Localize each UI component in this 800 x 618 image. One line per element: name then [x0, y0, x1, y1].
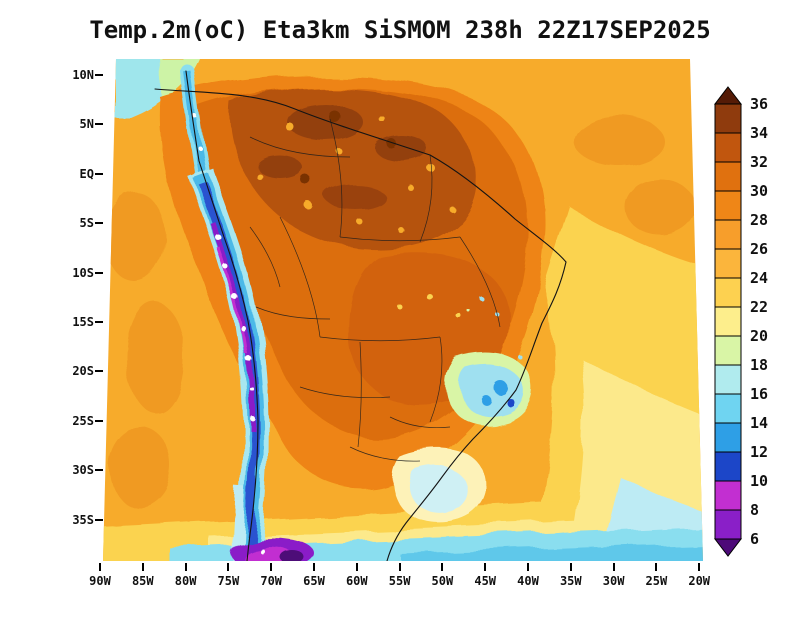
colorbar-segment	[714, 422, 742, 453]
lat-tick	[95, 222, 103, 225]
colorbar-level-32: 32	[750, 153, 769, 171]
colorbar-level-22: 22	[750, 298, 769, 316]
colorbar-segment	[714, 509, 742, 540]
lon-label-20w: 20W	[688, 574, 711, 588]
colorbar-level-36: 36	[750, 95, 769, 113]
lon-tick	[141, 563, 144, 571]
lat-tick	[95, 518, 103, 521]
lat-tick	[95, 123, 103, 126]
lat-tick	[95, 469, 103, 472]
lon-label-75w: 75W	[217, 574, 240, 588]
lon-tick	[484, 563, 487, 571]
colorbar-level-34: 34	[750, 124, 769, 142]
lat-label-25s: 25S	[72, 413, 94, 428]
colorbar-segment	[714, 393, 742, 424]
lon-label-30w: 30W	[602, 574, 625, 588]
lon-tick	[612, 563, 615, 571]
colorbar-segment	[714, 219, 742, 250]
model-domain	[103, 59, 703, 561]
lat-tick	[95, 172, 103, 175]
lon-label-25w: 25W	[645, 574, 668, 588]
lat-label-20s: 20S	[72, 364, 94, 379]
lat-label-5s: 5S	[79, 216, 94, 231]
lat-label-5n: 5N	[79, 117, 94, 132]
map-plot	[103, 59, 703, 561]
political-borders	[249, 118, 501, 462]
colorbar-segment	[714, 161, 742, 192]
colorbar-segment	[714, 451, 742, 482]
lat-label-15s: 15S	[72, 315, 94, 329]
colorbar-segment	[714, 364, 742, 395]
lat-label-30s: 30S	[72, 463, 94, 478]
lon-label-50w: 50W	[431, 574, 454, 588]
lat-label-35s: 35S	[72, 512, 94, 527]
lon-tick	[270, 563, 273, 571]
colorbar-segment	[714, 103, 742, 134]
lat-label-eq: EQ	[79, 166, 94, 181]
lon-tick	[227, 563, 230, 571]
colorbar-arrow-bottom	[713, 538, 743, 557]
page-title: Temp.2m(oC) Eta3km SiSMOM 238h 22Z17SEP2…	[89, 16, 711, 44]
colorbar-segment	[714, 335, 742, 366]
lon-tick	[313, 563, 315, 571]
colorbar-segment	[714, 480, 742, 511]
lon-tick	[441, 563, 444, 571]
coastline	[154, 70, 567, 561]
colorbar-level-6: 6	[750, 530, 760, 548]
lat-tick	[95, 271, 103, 274]
colorbar-level-12: 12	[750, 443, 769, 461]
lon-tick	[527, 563, 529, 571]
lat-tick	[95, 74, 103, 76]
lon-tick	[569, 563, 572, 571]
lat-label-10n: 10N	[72, 68, 94, 82]
colorbar-level-20: 20	[750, 327, 769, 345]
lon-tick	[655, 563, 658, 571]
colorbar-segment	[714, 248, 742, 279]
lat-tick	[95, 321, 103, 323]
lon-tick	[99, 563, 101, 571]
lon-label-45w: 45W	[474, 574, 497, 588]
lon-label-60w: 60W	[345, 574, 368, 588]
lon-tick	[698, 563, 701, 571]
colorbar: 36 34 32 30 28 26 24 22 20 18 16 14 12 10 8 6	[713, 86, 794, 586]
colorbar-level-28: 28	[750, 211, 769, 229]
lon-label-85w: 85W	[131, 574, 154, 588]
colorbar-segment	[714, 277, 742, 308]
lat-label-10s: 10S	[72, 265, 94, 280]
temperature-shading	[103, 59, 703, 561]
colorbar-level-8: 8	[750, 501, 760, 519]
colorbar-segment	[714, 132, 742, 163]
colorbar-arrow-top	[713, 86, 743, 105]
colorbar-level-30: 30	[750, 182, 769, 200]
lon-tick	[398, 563, 401, 571]
colorbar-level-26: 26	[750, 240, 769, 258]
colorbar-segment	[714, 190, 742, 221]
colorbar-svg	[713, 86, 743, 557]
lon-label-40w: 40W	[517, 574, 539, 588]
lon-label-80w: 80W	[174, 574, 197, 588]
lat-tick	[95, 419, 103, 422]
lon-label-35w: 35W	[559, 574, 582, 588]
colorbar-level-16: 16	[750, 385, 769, 403]
lon-tick	[184, 563, 187, 571]
colorbar-level-18: 18	[750, 356, 769, 374]
lon-label-70w: 70W	[260, 574, 283, 588]
lon-tick	[355, 563, 358, 571]
colorbar-segment	[714, 306, 742, 337]
lat-tick	[95, 370, 103, 373]
lon-label-55w: 55W	[388, 574, 411, 588]
colorbar-level-10: 10	[750, 472, 769, 490]
lon-label-90w: 90W	[89, 574, 111, 588]
lon-label-65w: 65W	[303, 574, 325, 588]
colorbar-level-14: 14	[750, 414, 769, 432]
colorbar-level-24: 24	[750, 269, 769, 287]
